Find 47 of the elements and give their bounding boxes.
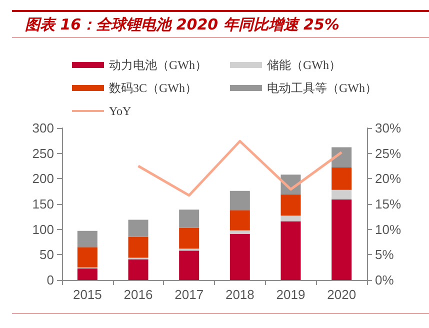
y-tick-label: 250 <box>32 146 54 161</box>
y-tick-label: 150 <box>32 196 54 212</box>
y-tick-label: 100 <box>32 222 54 237</box>
bar <box>230 230 250 234</box>
line-series <box>137 140 343 197</box>
chart-title: 图表 16：全球锂电池 2020 年同比增速 25% <box>25 16 340 34</box>
y2-tick-label: 20% <box>375 171 402 186</box>
y2-tick-label: 25% <box>375 146 402 161</box>
x-tick-label: 2016 <box>124 287 153 302</box>
x-tick-label: 2019 <box>276 287 306 302</box>
y2-tick-label: 10% <box>375 222 402 237</box>
bar <box>280 221 301 280</box>
bar <box>179 250 200 280</box>
x-tick-label: 2020 <box>327 287 356 302</box>
bar <box>77 247 98 268</box>
bar <box>128 220 148 237</box>
bar <box>332 168 352 190</box>
bar <box>77 268 98 280</box>
bar <box>230 190 250 210</box>
y-tick-label: 50 <box>40 247 54 262</box>
y-tick-label: 0 <box>46 272 54 288</box>
legend-label: 数码3C（GWh） <box>109 81 197 95</box>
bar <box>332 199 352 280</box>
bar <box>128 259 148 280</box>
bar <box>179 210 200 228</box>
y2-tick-label: 0% <box>375 272 394 288</box>
bar <box>332 147 352 168</box>
y2-tick-label: 30% <box>375 120 402 136</box>
bar <box>179 228 200 249</box>
x-tick-label: 2015 <box>72 287 102 302</box>
legend-label: 动力电池（GWh） <box>109 58 207 72</box>
bar <box>332 190 352 200</box>
legend-label: 储能（GWh） <box>267 58 341 72</box>
legend-label: YoY <box>109 104 132 118</box>
y-tick-label: 300 <box>32 120 54 136</box>
bar <box>230 210 250 230</box>
bar <box>77 230 98 248</box>
x-tick-label: 2018 <box>225 287 254 302</box>
bar <box>280 194 301 216</box>
y-tick-label: 200 <box>32 171 54 186</box>
x-tick-label: 2017 <box>174 287 204 302</box>
bar <box>230 234 250 280</box>
bar <box>128 236 148 258</box>
y2-tick-label: 15% <box>375 196 402 212</box>
legend-label: 电动工具等（GWh） <box>267 81 377 95</box>
bar <box>280 216 301 222</box>
y2-tick-label: 5% <box>375 247 394 262</box>
